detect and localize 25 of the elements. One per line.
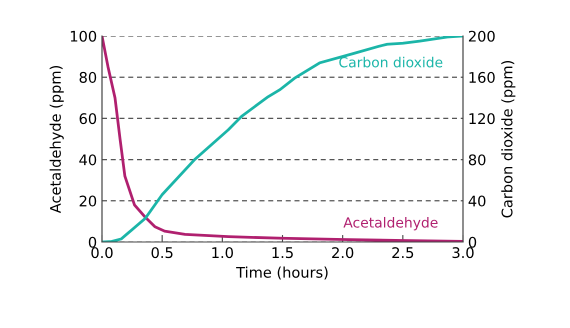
x-tick-label: 1.0	[212, 247, 233, 258]
y2-axis-title: Carbon dioxide (ppm)	[501, 60, 516, 218]
y-axis-title: Acetaldehyde (ppm)	[50, 66, 64, 214]
y-tick-label: 100	[70, 30, 96, 42]
y-tick-label: 0	[88, 236, 96, 248]
y2-tick-label: 160	[469, 72, 495, 83]
y-tick-label: 80	[80, 72, 96, 83]
x-tick-label: 2.0	[332, 247, 354, 258]
x-tick-label: 3.0	[452, 247, 474, 258]
y2-tick-label: 200	[468, 30, 495, 42]
x-tick-label: 2.5	[392, 247, 414, 258]
y2-tick-label: 120	[469, 113, 495, 124]
y2-tick-label: 80	[468, 154, 486, 166]
x-tick-label: 0.5	[152, 247, 172, 258]
y2-tick-label: 40	[468, 196, 486, 207]
y-tick-label: 40	[79, 154, 96, 166]
y-tick-label: 60	[80, 113, 96, 124]
y-tick-label: 20	[80, 196, 96, 207]
y2-tick-label: 0	[468, 236, 476, 248]
line-series	[102, 36, 463, 242]
x-axis-title: Time (hours)	[236, 266, 328, 280]
series-label: Acetaldehyde	[343, 216, 438, 230]
series-label: Carbon dioxide	[339, 56, 442, 68]
x-tick-label: 0.0	[91, 247, 113, 258]
x-tick-label: 1.5	[272, 247, 293, 258]
